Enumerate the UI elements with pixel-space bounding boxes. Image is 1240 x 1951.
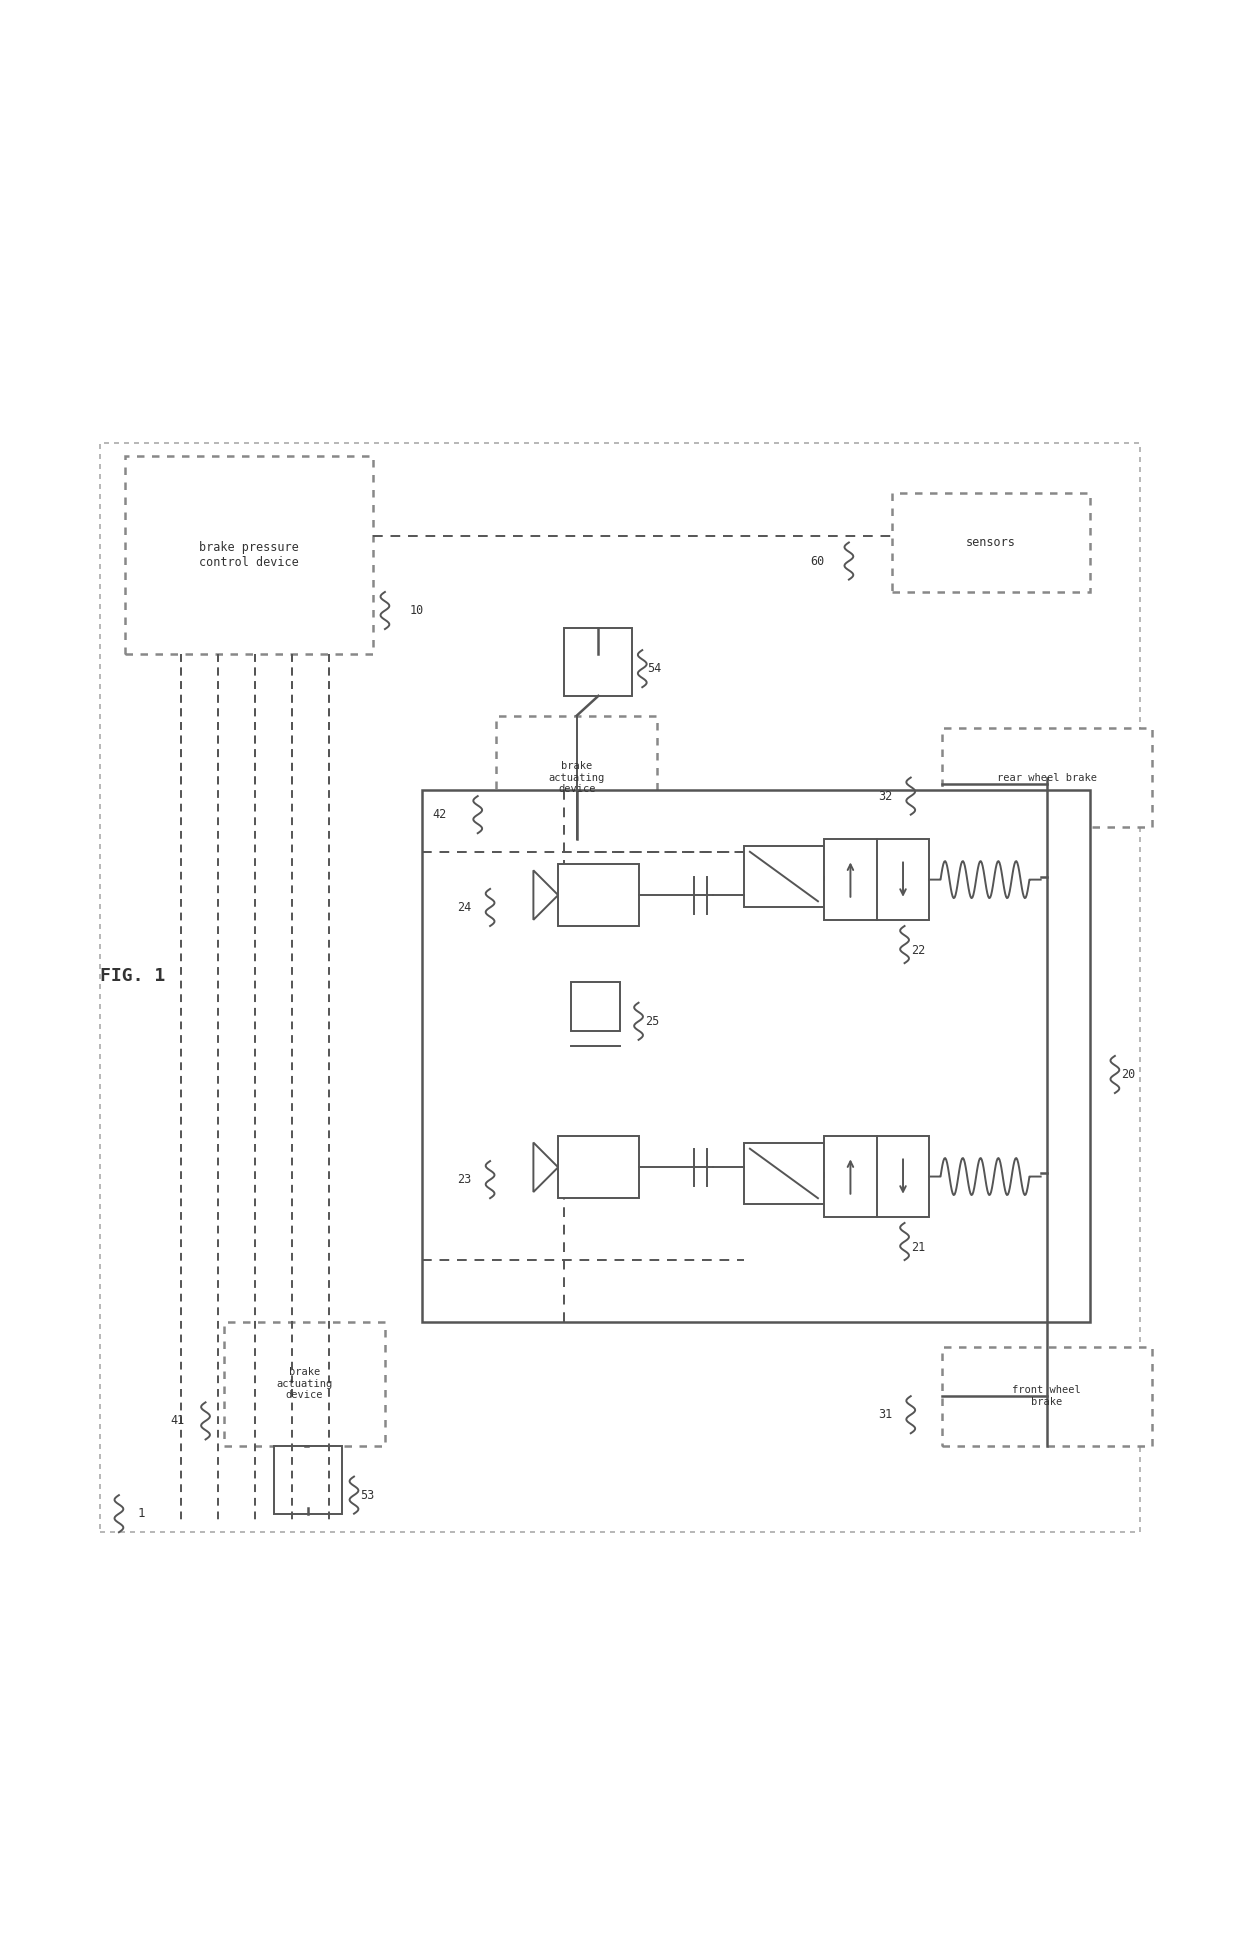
Bar [100, 443, 1140, 1532]
Bar [274, 1446, 342, 1514]
Bar [744, 1143, 825, 1204]
Text: 1: 1 [138, 1508, 145, 1520]
Bar [564, 628, 632, 697]
Text: rear wheel brake: rear wheel brake [997, 773, 1097, 782]
Text: 41: 41 [170, 1414, 185, 1428]
Bar [825, 839, 929, 919]
Bar [496, 716, 657, 839]
Text: brake
actuating
device: brake actuating device [548, 761, 605, 794]
Text: sensors: sensors [966, 537, 1016, 548]
Bar [570, 981, 620, 1032]
Text: brake pressure
control device: brake pressure control device [198, 540, 299, 570]
Bar [125, 457, 372, 654]
Text: brake
actuating
device: brake actuating device [277, 1368, 332, 1401]
Polygon shape [533, 870, 558, 919]
Text: 10: 10 [409, 605, 424, 617]
Text: 25: 25 [645, 1015, 658, 1028]
Text: FIG. 1: FIG. 1 [100, 966, 166, 985]
Bar [558, 1135, 639, 1198]
Text: 54: 54 [647, 661, 661, 675]
Text: 22: 22 [910, 944, 925, 958]
Bar [893, 494, 1090, 591]
Text: 31: 31 [878, 1409, 893, 1420]
Text: 32: 32 [878, 790, 893, 802]
Text: 42: 42 [433, 808, 446, 821]
Bar [825, 1135, 929, 1217]
Text: 21: 21 [910, 1241, 925, 1254]
Bar [941, 1346, 1152, 1446]
Bar [422, 790, 1090, 1323]
Text: 23: 23 [458, 1173, 471, 1186]
Bar [941, 728, 1152, 827]
Bar [744, 845, 825, 907]
Text: 60: 60 [810, 554, 825, 568]
Polygon shape [533, 1143, 558, 1192]
Text: front wheel
brake: front wheel brake [1013, 1385, 1081, 1407]
Bar [558, 864, 639, 927]
Bar [224, 1323, 384, 1446]
Text: 24: 24 [458, 901, 471, 913]
Text: 53: 53 [360, 1489, 374, 1502]
Text: 20: 20 [1121, 1067, 1136, 1081]
